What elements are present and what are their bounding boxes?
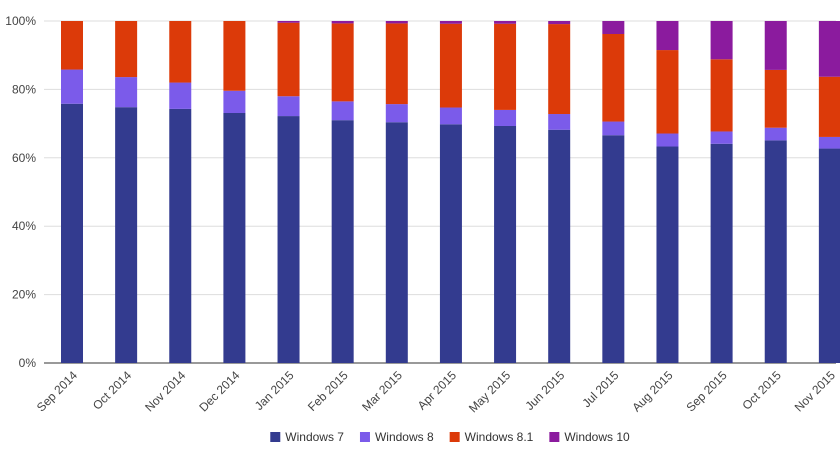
x-tick-label: Sep 2015 xyxy=(683,368,729,414)
x-tick-label: Apr 2015 xyxy=(415,368,460,413)
bar-segment-windows-7-dec-2014[interactable] xyxy=(223,112,246,363)
legend-item-windows-10[interactable]: Windows 10 xyxy=(549,430,630,444)
x-tick-label: Nov 2015 xyxy=(792,368,838,414)
bar-segment-windows-8-1-dec-2014[interactable] xyxy=(223,21,246,91)
y-tick-label: 40% xyxy=(12,219,36,233)
bar-segment-windows-8-1-aug-2015[interactable] xyxy=(656,50,679,134)
bar-segment-windows-7-may-2015[interactable] xyxy=(494,125,517,363)
legend-item-windows-8-1[interactable]: Windows 8.1 xyxy=(449,430,534,444)
bar-segment-windows-10-jul-2015[interactable] xyxy=(602,21,625,34)
bar-segment-windows-10-mar-2015[interactable] xyxy=(385,21,408,24)
bar-segment-windows-8-sep-2015[interactable] xyxy=(710,131,733,144)
legend-item-windows-8[interactable]: Windows 8 xyxy=(359,430,434,444)
bar-segment-windows-7-oct-2014[interactable] xyxy=(115,107,138,364)
x-tick-label: Jun 2015 xyxy=(522,368,567,413)
x-tick-label: Jan 2015 xyxy=(252,368,297,413)
legend-label: Windows 7 xyxy=(285,430,344,444)
bar-segment-windows-8-feb-2015[interactable] xyxy=(331,101,354,121)
bar-segment-windows-8-oct-2015[interactable] xyxy=(764,127,787,141)
bar-segment-windows-7-feb-2015[interactable] xyxy=(331,120,354,364)
bar-segment-windows-10-jun-2015[interactable] xyxy=(548,21,571,25)
bar-segment-windows-7-nov-2014[interactable] xyxy=(169,108,192,363)
legend[interactable]: Windows 7 Windows 8 Windows 8.1 Windows 10 xyxy=(270,430,630,444)
bar-segment-windows-8-1-jul-2015[interactable] xyxy=(602,33,625,122)
y-axis-ticks: 0% 20% 40% 60% 80% 100% xyxy=(5,14,36,370)
legend-item-windows-7[interactable]: Windows 7 xyxy=(270,430,344,444)
bar-segment-windows-8-jan-2015[interactable] xyxy=(277,96,300,117)
bar-segment-windows-8-1-nov-2015[interactable] xyxy=(818,76,840,137)
bar-segment-windows-8-1-sep-2014[interactable] xyxy=(61,21,83,70)
x-tick-label: Aug 2015 xyxy=(629,368,675,414)
bar-segment-windows-8-1-oct-2015[interactable] xyxy=(764,69,787,128)
x-axis-ticks: Sep 2014 Oct 2014 Nov 2014 Dec 2014 Jan 2015… xyxy=(34,368,838,415)
bar-segment-windows-8-sep-2014[interactable] xyxy=(61,69,83,104)
bar-segment-windows-8-1-jan-2015[interactable] xyxy=(277,22,300,97)
bar-segment-windows-10-jan-2015[interactable] xyxy=(277,21,300,23)
bar-segment-windows-8-nov-2014[interactable] xyxy=(169,82,192,109)
bar-segment-windows-7-jul-2015[interactable] xyxy=(602,135,625,363)
bar-segment-windows-8-aug-2015[interactable] xyxy=(656,133,679,147)
bar-segment-windows-8-1-oct-2014[interactable] xyxy=(115,21,138,78)
bar-segment-windows-8-1-may-2015[interactable] xyxy=(494,23,517,110)
x-tick-label: Nov 2014 xyxy=(142,368,188,414)
bar-segment-windows-7-sep-2014[interactable] xyxy=(61,103,83,363)
bar-segment-windows-8-1-apr-2015[interactable] xyxy=(439,23,462,108)
legend-label: Windows 10 xyxy=(564,430,630,444)
bar-segment-windows-8-nov-2015[interactable] xyxy=(818,136,840,149)
bar-segment-windows-8-1-feb-2015[interactable] xyxy=(331,23,354,102)
bar-segment-windows-7-jan-2015[interactable] xyxy=(277,116,300,364)
bar-segment-windows-8-oct-2014[interactable] xyxy=(115,77,138,108)
bar-segment-windows-8-mar-2015[interactable] xyxy=(385,104,408,123)
y-tick-label: 80% xyxy=(12,82,36,96)
x-tick-label: Feb 2015 xyxy=(305,368,351,414)
bar-segment-windows-7-oct-2015[interactable] xyxy=(764,140,787,363)
legend-label: Windows 8 xyxy=(375,430,434,444)
bar-segment-windows-7-jun-2015[interactable] xyxy=(548,129,571,363)
bars xyxy=(61,21,840,364)
legend-label: Windows 8.1 xyxy=(465,430,534,444)
bar-segment-windows-7-mar-2015[interactable] xyxy=(385,122,408,364)
legend-swatch xyxy=(270,432,281,442)
bar-segment-windows-8-jun-2015[interactable] xyxy=(548,114,571,130)
y-tick-label: 0% xyxy=(19,356,37,370)
y-tick-label: 60% xyxy=(12,151,36,165)
bar-segment-windows-8-apr-2015[interactable] xyxy=(439,107,462,125)
x-tick-label: Jul 2015 xyxy=(579,368,621,410)
bar-segment-windows-10-feb-2015[interactable] xyxy=(331,21,354,24)
bar-segment-windows-8-1-sep-2015[interactable] xyxy=(710,59,733,132)
bar-segment-windows-7-apr-2015[interactable] xyxy=(439,124,462,363)
bar-segment-windows-7-sep-2015[interactable] xyxy=(710,143,733,363)
bar-segment-windows-8-jul-2015[interactable] xyxy=(602,121,625,136)
y-tick-label: 100% xyxy=(5,14,36,28)
bar-segment-windows-10-apr-2015[interactable] xyxy=(439,21,462,24)
bar-segment-windows-8-1-jun-2015[interactable] xyxy=(548,24,571,115)
x-tick-label: Mar 2015 xyxy=(359,368,405,414)
x-tick-label: Oct 2014 xyxy=(90,368,135,413)
bar-segment-windows-8-1-nov-2014[interactable] xyxy=(169,21,192,83)
legend-swatch xyxy=(359,432,370,442)
bar-segment-windows-8-may-2015[interactable] xyxy=(494,109,517,126)
legend-swatch xyxy=(549,432,560,442)
bar-segment-windows-8-dec-2014[interactable] xyxy=(223,90,246,113)
bar-segment-windows-10-sep-2015[interactable] xyxy=(710,21,733,60)
bar-segment-windows-10-nov-2015[interactable] xyxy=(818,21,840,77)
bar-segment-windows-7-aug-2015[interactable] xyxy=(656,146,679,363)
x-tick-label: May 2015 xyxy=(466,368,513,415)
x-tick-label: Sep 2014 xyxy=(34,368,80,414)
bar-segment-windows-10-may-2015[interactable] xyxy=(494,21,517,24)
x-tick-label: Oct 2015 xyxy=(740,368,785,413)
legend-swatch xyxy=(449,432,460,442)
bar-segment-windows-10-oct-2015[interactable] xyxy=(764,21,787,70)
bar-segment-windows-10-aug-2015[interactable] xyxy=(656,21,679,51)
bar-segment-windows-8-1-mar-2015[interactable] xyxy=(385,23,408,105)
bar-segment-windows-7-nov-2015[interactable] xyxy=(818,148,840,363)
y-tick-label: 20% xyxy=(12,288,36,302)
x-tick-label: Dec 2014 xyxy=(196,368,242,414)
